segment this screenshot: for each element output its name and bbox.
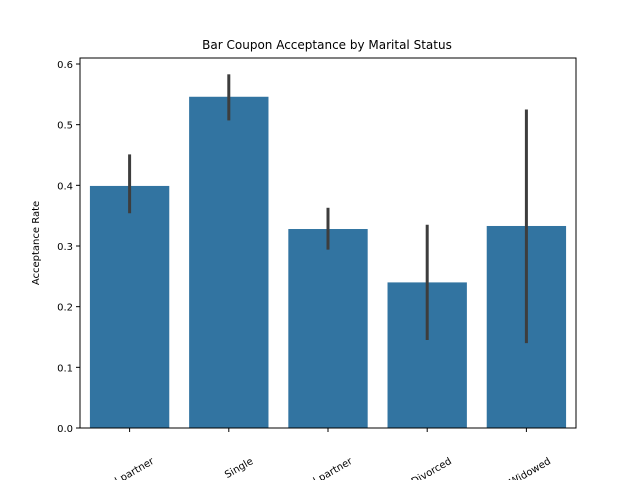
y-tick-label-3: 0.3 bbox=[57, 242, 73, 253]
plot-frame bbox=[79, 57, 577, 429]
y-tick-label-0: 0.0 bbox=[57, 424, 73, 435]
y-axis-label: Acceptance Rate bbox=[31, 201, 42, 285]
x-tick-label-4: Widowed bbox=[508, 456, 553, 480]
bar-2 bbox=[288, 229, 368, 428]
bar-1 bbox=[189, 96, 269, 428]
bar-0 bbox=[89, 185, 170, 428]
x-tick-label-2: ied partner bbox=[301, 456, 355, 480]
error-bars-group bbox=[128, 74, 528, 344]
x-tick-label-0: ied partner bbox=[102, 456, 156, 480]
y-tick-label-5: 0.5 bbox=[57, 121, 73, 132]
chart-title: Bar Coupon Acceptance by Marital Status bbox=[202, 38, 452, 52]
y-tick-label-4: 0.4 bbox=[57, 181, 73, 192]
y-tick-label-2: 0.2 bbox=[57, 303, 73, 314]
y-tick-label-6: 0.6 bbox=[57, 60, 73, 71]
x-tick-label-3: Divorced bbox=[410, 456, 454, 480]
y-tick-label-1: 0.1 bbox=[57, 363, 73, 374]
bars-group bbox=[89, 96, 567, 428]
y-axis: 0.0 0.1 0.2 0.3 0.4 0.5 0.6 bbox=[57, 60, 80, 435]
x-axis: ied partner Single ied partner Divorced Wido… bbox=[102, 428, 553, 480]
x-tick-label-1: Single bbox=[223, 456, 255, 480]
